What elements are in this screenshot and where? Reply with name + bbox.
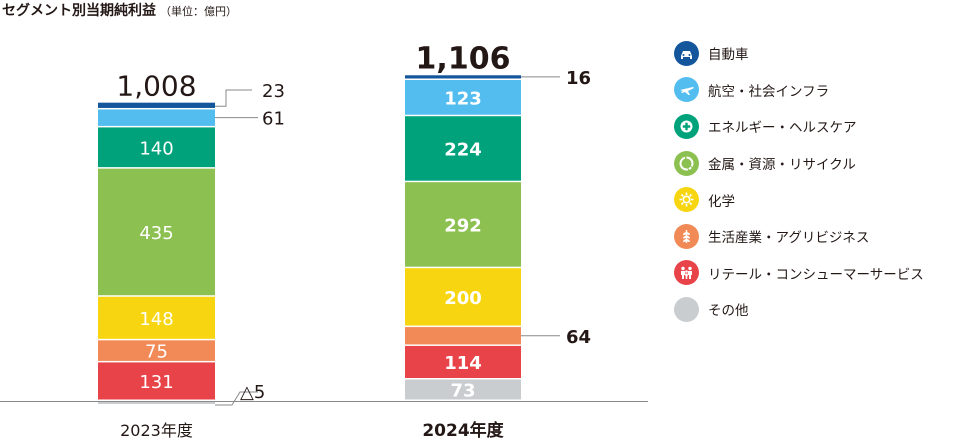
bar-segment-automotive-0: [98, 102, 215, 108]
bar-segment-metals-0: [98, 168, 215, 296]
legend-item-retail: リテール・コンシューマーサービス: [674, 255, 924, 292]
bar-segment-chemicals-1: [405, 268, 521, 326]
bar-segment-energy-0: [98, 127, 215, 168]
legend-label-lifestyle: 生活産業・アグリビジネス: [708, 230, 870, 247]
data-label-1-aerospace: 123: [444, 88, 482, 109]
sun-gear-icon: [674, 187, 699, 213]
legend-item-lifestyle: 生活産業・アグリビジネス: [674, 218, 924, 255]
bar-segment-retail-1: [405, 345, 521, 379]
data-label-1-chemicals: 200: [444, 288, 482, 309]
callout-line-0-automotive: [215, 89, 252, 107]
chart-title: セグメント別当期純利益 （単位：億円）: [2, 0, 237, 20]
bar-segment-aerospace-1: [405, 79, 521, 115]
medical-cross-icon: [674, 113, 699, 139]
data-label-1-other: 73: [450, 381, 475, 402]
bar-segment-chemicals-0: [98, 296, 215, 339]
chart-title-text: セグメント別当期純利益: [2, 3, 156, 19]
legend-label-energy: エネルギー・ヘルスケア: [708, 120, 857, 137]
category-label-1: 2024年度: [422, 420, 504, 438]
bar-segment-aerospace-0: [98, 109, 215, 126]
total-label-1: 1,106: [416, 41, 511, 76]
bar-segment-lifestyle-1: [405, 327, 521, 345]
legend-label-aerospace: 航空・社会インフラ: [708, 83, 830, 100]
data-label-1-lifestyle: 64: [566, 327, 591, 348]
legend-item-metals: 金属・資源・リサイクル: [674, 145, 924, 182]
bar-segment-retail-0: [98, 362, 215, 400]
recycle-icon: [674, 150, 699, 176]
data-label-0-other: △5: [240, 382, 265, 403]
bar-segment-metals-1: [405, 182, 521, 267]
car-icon: [674, 40, 699, 66]
legend-item-automotive: 自動車: [674, 35, 924, 72]
legend-item-energy: エネルギー・ヘルスケア: [674, 108, 924, 145]
legend-item-other: その他: [674, 291, 924, 328]
people-icon: [674, 260, 699, 286]
legend-item-aerospace: 航空・社会インフラ: [674, 72, 924, 109]
total-label-0: 1,008: [116, 70, 196, 103]
callout-line-0-other: [215, 391, 258, 406]
data-label-0-metals: 435: [139, 223, 173, 244]
bar-segment-other-1: [405, 379, 521, 400]
legend: 自動車航空・社会インフラエネルギー・ヘルスケア 金属・資源・リサイクル 化学生活産業…: [674, 35, 924, 328]
data-label-0-lifestyle: 75: [145, 342, 168, 363]
bar-segment-lifestyle-0: [98, 340, 215, 361]
category-label-0: 2023年度: [120, 421, 193, 438]
bar-segment-automotive-1: [405, 75, 521, 79]
data-label-0-automotive: 23: [262, 81, 285, 102]
legend-label-chemicals: 化学: [708, 193, 735, 210]
data-label-0-chemicals: 148: [139, 309, 173, 330]
unit-label: （単位：億円）: [160, 5, 237, 18]
legend-label-metals: 金属・資源・リサイクル: [708, 157, 856, 174]
legend-label-retail: リテール・コンシューマーサービス: [708, 266, 924, 283]
legend-label-automotive: 自動車: [708, 47, 749, 64]
legend-label-other: その他: [708, 303, 749, 320]
bar-segment-energy-1: [405, 116, 521, 181]
data-label-1-energy: 224: [444, 139, 482, 160]
bar-segment-other-0: [98, 402, 215, 404]
data-label-0-energy: 140: [139, 138, 173, 159]
data-label-1-retail: 114: [444, 353, 482, 374]
data-label-1-automotive: 16: [566, 68, 591, 89]
airplane-icon: [674, 77, 699, 103]
data-label-1-metals: 292: [444, 215, 482, 236]
legend-item-chemicals: 化学: [674, 181, 924, 218]
data-label-0-aerospace: 61: [262, 109, 285, 130]
data-label-0-retail: 131: [139, 372, 173, 393]
wheat-icon: [674, 223, 699, 249]
legend-swatch-other: [674, 296, 699, 322]
